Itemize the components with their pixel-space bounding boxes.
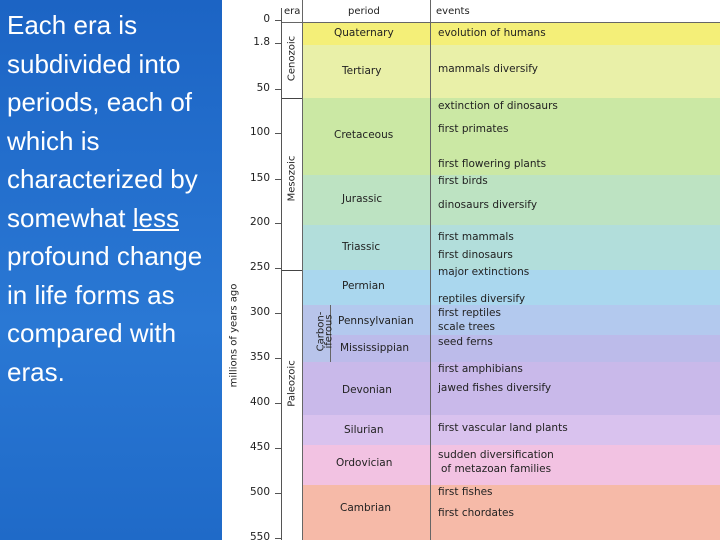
tick-mark: [275, 268, 281, 269]
emphasis: less: [132, 202, 179, 233]
period-band: [302, 225, 720, 270]
event: evolution of humans: [438, 27, 546, 39]
y-tick-label: 150: [249, 172, 270, 184]
y-tick-label: 100: [249, 126, 270, 138]
event: of metazoan families: [441, 463, 552, 475]
period-label: Mississippian: [340, 342, 410, 354]
period-label: Cambrian: [340, 502, 391, 514]
tick-mark: [275, 313, 281, 314]
axis-label: millions of years ago: [228, 283, 240, 388]
event: first primates: [438, 123, 509, 135]
event: first mammals: [438, 231, 514, 243]
event: first fishes: [438, 486, 493, 498]
y-tick-label: 250: [249, 261, 270, 273]
tick-mark: [275, 538, 281, 539]
subera-column: [302, 305, 330, 362]
period-band: [302, 175, 720, 225]
y-tick-label: 450: [249, 441, 270, 453]
event: first amphibians: [438, 363, 523, 375]
period-band: [302, 445, 720, 485]
period-band: [302, 335, 720, 362]
era-label: Mesozoic: [286, 155, 298, 202]
period-label: Triassic: [342, 241, 381, 253]
y-tick-label: 50: [256, 82, 270, 94]
vline: [302, 0, 303, 540]
tick-mark: [275, 358, 281, 359]
period-band: [302, 270, 720, 305]
event: seed ferns: [438, 336, 493, 348]
y-tick-label: 1.8: [253, 36, 270, 48]
period-band: [302, 22, 720, 45]
vline: [430, 0, 431, 540]
header: events: [436, 6, 470, 17]
period-band: [302, 45, 720, 98]
y-tick-label: 200: [249, 216, 270, 228]
hline: [282, 22, 720, 23]
text: profound change in life forms as compare…: [7, 241, 203, 387]
tick-mark: [275, 223, 281, 224]
y-tick-label: 550: [249, 531, 270, 543]
tick-mark: [275, 89, 281, 90]
subera-label: iferous: [323, 314, 335, 349]
period-label: Quaternary: [334, 27, 394, 39]
text: Each era is subdivided into periods, eac…: [7, 10, 198, 233]
era-column: [282, 22, 302, 540]
period-band: [302, 98, 720, 175]
tick-mark: [275, 43, 281, 44]
event: first vascular land plants: [438, 422, 568, 434]
y-tick-label: 350: [249, 351, 270, 363]
event: first flowering plants: [438, 158, 547, 170]
era-label: Cenozoic: [286, 35, 298, 82]
y-tick-label: 400: [249, 396, 270, 408]
event: jawed fishes diversify: [438, 382, 552, 394]
period-label: Devonian: [342, 384, 392, 396]
period-band: [302, 305, 720, 335]
y-tick-label: 0: [263, 13, 270, 25]
tick-mark: [275, 493, 281, 494]
period-band: [302, 362, 720, 415]
tick-mark: [275, 133, 281, 134]
event: first dinosaurs: [438, 249, 513, 261]
tick-mark: [275, 448, 281, 449]
event: first chordates: [438, 507, 514, 519]
period-label: Ordovician: [336, 457, 393, 469]
tick-mark: [275, 403, 281, 404]
period-label: Permian: [342, 280, 385, 292]
y-tick-label: 500: [249, 486, 270, 498]
event: scale trees: [438, 321, 495, 333]
period-label: Silurian: [344, 424, 384, 436]
event: dinosaurs diversify: [438, 199, 538, 211]
event: reptiles diversify: [438, 293, 526, 305]
event: first reptiles: [438, 307, 501, 319]
time-scale: Quaternary Tertiary Cretaceous Jurassic Tria…: [222, 0, 720, 543]
event: sudden diversification: [438, 449, 554, 461]
text-panel: Each era is subdivided into periods, eac…: [0, 0, 222, 540]
axis-line: [281, 8, 282, 540]
period-band: [302, 415, 720, 445]
tick-mark: [275, 179, 281, 180]
event: extinction of dinosaurs: [438, 100, 558, 112]
vline: [330, 305, 331, 362]
header: period: [348, 6, 380, 17]
period-label: Jurassic: [342, 193, 383, 205]
period-label: Pennsylvanian: [338, 315, 414, 327]
y-tick-label: 300: [249, 306, 270, 318]
era-label: Paleozoic: [286, 360, 298, 407]
hline: [282, 270, 302, 271]
tick-mark: [275, 20, 281, 21]
header: era: [284, 6, 301, 17]
slide-text: Each era is subdivided into periods, eac…: [7, 6, 221, 391]
period-band: [302, 485, 720, 540]
event: major extinctions: [438, 266, 530, 278]
period-label: Tertiary: [342, 65, 382, 77]
event: mammals diversify: [438, 63, 538, 75]
period-label: Cretaceous: [334, 129, 394, 141]
hline: [282, 98, 302, 99]
event: first birds: [438, 175, 488, 187]
